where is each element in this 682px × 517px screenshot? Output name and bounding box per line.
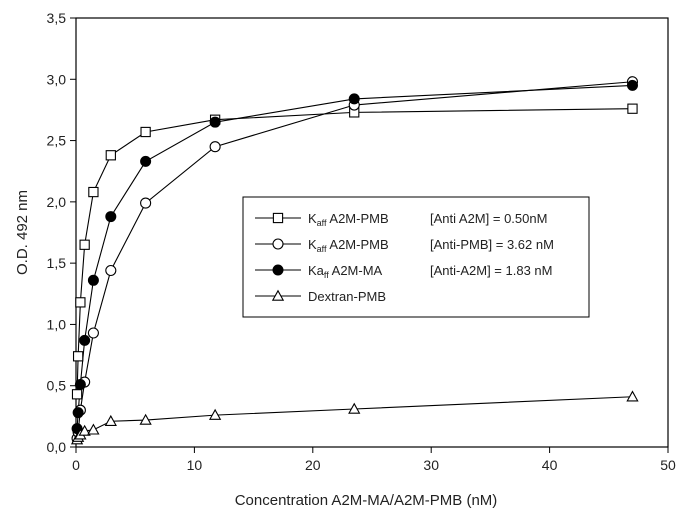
legend-marker <box>271 289 285 301</box>
data-point-series-2 <box>87 327 99 339</box>
y-tick-label: 1,0 <box>47 316 67 332</box>
data-point-series-4 <box>87 423 100 435</box>
legend-marker <box>272 212 284 224</box>
data-point-series-3 <box>87 274 99 286</box>
y-tick-label: 1,5 <box>47 255 67 271</box>
legend-label: Kaff A2M-PMB <box>308 237 389 254</box>
data-point-series-3 <box>72 407 84 419</box>
data-point-series-3 <box>74 378 86 390</box>
legend-condition: [Anti-A2M] = 1.83 nM <box>430 263 552 278</box>
data-point-series-3 <box>79 334 91 346</box>
data-point-series-4 <box>78 424 91 436</box>
data-point-series-4 <box>104 414 117 426</box>
data-point-series-1 <box>140 126 151 138</box>
data-point-series-1 <box>105 150 116 161</box>
data-point-series-3 <box>209 116 221 128</box>
x-tick-label: 50 <box>660 457 676 473</box>
data-point-series-4 <box>626 390 639 402</box>
data-point-series-4 <box>348 402 361 414</box>
data-point-series-1 <box>88 186 99 198</box>
x-axis-title: Concentration A2M-MA/A2M-PMB (nM) <box>235 492 498 509</box>
series-line-1 <box>76 108 633 395</box>
x-tick-label: 0 <box>72 457 80 473</box>
data-point-series-4 <box>208 408 222 420</box>
y-tick-label: 0,5 <box>47 378 67 394</box>
data-point-series-1 <box>627 103 638 114</box>
y-tick-label: 2,0 <box>47 194 67 210</box>
legend-condition: [Anti-PMB] = 3.62 nM <box>430 237 554 252</box>
legend-condition: [Anti A2M] = 0.50nM <box>430 211 547 226</box>
legend-label: Dextran-PMB <box>308 289 386 304</box>
data-point-series-1 <box>72 351 84 362</box>
data-point-series-3 <box>105 211 117 223</box>
y-tick-label: 0,0 <box>47 439 67 455</box>
y-tick-label: 3,5 <box>47 10 67 26</box>
data-point-series-3 <box>140 155 152 167</box>
y-axis-title: O.D. 492 nm <box>14 190 31 275</box>
x-tick-label: 10 <box>187 457 203 473</box>
data-point-series-1 <box>79 239 90 250</box>
legend-box <box>242 196 590 318</box>
legend-marker <box>272 264 284 276</box>
x-tick-label: 30 <box>423 457 439 473</box>
y-tick-label: 2,5 <box>47 133 67 149</box>
data-point-series-1 <box>71 389 83 400</box>
data-point-series-2 <box>140 197 152 209</box>
data-point-series-2 <box>105 264 117 277</box>
data-point-series-4 <box>139 413 152 425</box>
x-tick-label: 20 <box>305 457 321 473</box>
y-tick-label: 3,0 <box>47 71 67 87</box>
legend-label: Kaff A2M-PMB <box>308 211 389 228</box>
data-point-series-2 <box>209 141 221 153</box>
x-tick-label: 40 <box>542 457 558 473</box>
data-point-series-3 <box>626 79 638 91</box>
series-line-4 <box>76 396 633 440</box>
data-point-series-3 <box>348 93 360 105</box>
plot-frame <box>75 17 669 448</box>
legend-label: Kaff A2M-MA <box>308 263 383 280</box>
data-point-series-1 <box>75 297 86 308</box>
legend-marker <box>272 238 284 250</box>
series-line-2 <box>76 81 633 439</box>
